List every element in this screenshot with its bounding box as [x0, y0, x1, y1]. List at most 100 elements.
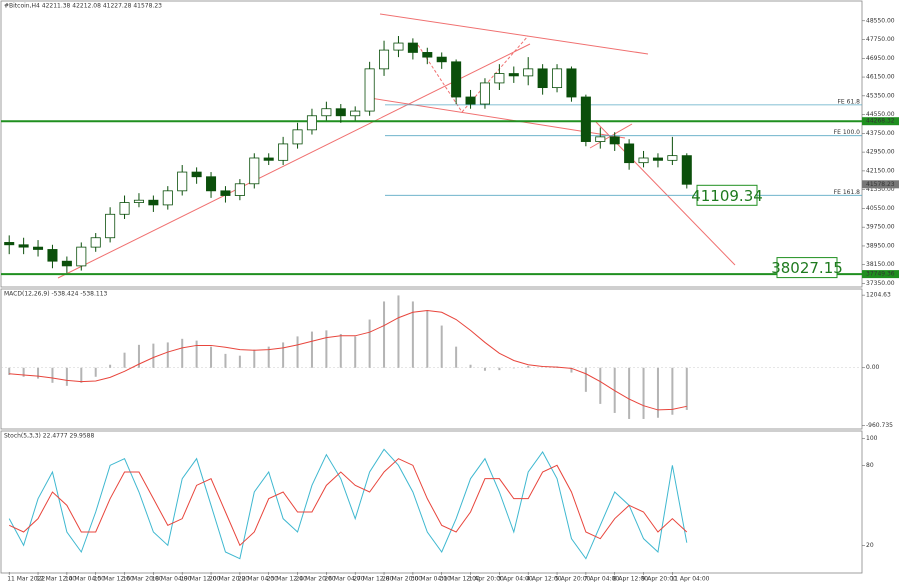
- candle-body: [292, 129, 303, 145]
- stoch-panel: [0, 430, 863, 574]
- macd-bar: [426, 310, 429, 368]
- macd-bar: [440, 325, 443, 368]
- candle-body: [119, 202, 130, 215]
- level-tag: [862, 270, 899, 279]
- y-tick-label: 45350.00: [866, 92, 895, 99]
- y-tick-label: 47750.00: [866, 36, 895, 43]
- y-tick-label: 38150.00: [866, 261, 895, 268]
- main-panel: [0, 0, 863, 288]
- candle-body: [335, 108, 346, 117]
- macd-bar: [22, 367, 25, 377]
- level-label: 44268.32: [866, 118, 895, 125]
- candle-body: [609, 136, 620, 145]
- macd-bar: [584, 367, 587, 392]
- candle-body: [364, 68, 375, 112]
- x-tick-label: 15 Mar 12:00: [94, 576, 134, 583]
- y-tick-label: 44550.00: [866, 111, 895, 118]
- macd-bar: [238, 355, 241, 368]
- candle-body: [47, 249, 58, 262]
- macd-bar: [411, 301, 414, 368]
- level-tag: [862, 117, 899, 126]
- y-tick-label: 46950.00: [866, 55, 895, 62]
- candle-body: [494, 73, 505, 84]
- candle-body: [595, 136, 606, 142]
- candle-body: [465, 96, 476, 105]
- macd-bar: [628, 367, 631, 419]
- indicator-line: [9, 309, 687, 411]
- macd-bar: [37, 367, 40, 379]
- candle-body: [90, 237, 101, 248]
- trendline: [417, 44, 463, 113]
- macd-bar: [685, 367, 688, 410]
- candle-body: [76, 246, 87, 267]
- macd-bar: [671, 367, 674, 415]
- macd-bar: [166, 342, 169, 368]
- macd-bar: [527, 365, 530, 368]
- macd-bar: [296, 336, 299, 368]
- x-tick-label: 3 Apr 04:00: [497, 576, 532, 583]
- x-tick-label: 22 Mar 04:00: [238, 576, 278, 583]
- x-tick-label: 7 Apr 04:00: [584, 576, 619, 583]
- candle-body: [422, 52, 433, 58]
- candle-body: [321, 108, 332, 117]
- x-tick-label: 24 Mar 20:00: [296, 576, 336, 583]
- y-tick-label: 1204.63: [866, 292, 891, 299]
- y-tick-label: 38950.00: [866, 242, 895, 249]
- x-tick-label: 14 Mar 04:00: [65, 576, 105, 583]
- y-tick-label: 41350.00: [866, 186, 895, 193]
- indicator-line: [8, 458, 688, 547]
- macd-panel: [0, 288, 863, 430]
- macd-bar: [80, 367, 83, 383]
- y-tick-label: 20: [866, 542, 874, 549]
- macd-bar: [123, 352, 126, 368]
- indicator-line: [8, 448, 688, 560]
- x-tick-label: 19 Mar 12:00: [180, 576, 220, 583]
- macd-bar: [109, 364, 112, 368]
- candle-body: [451, 61, 462, 98]
- candle-body: [681, 155, 692, 185]
- target-label: 41109.34: [691, 187, 763, 205]
- macd-bar: [181, 338, 184, 368]
- x-tick-label: 12 Mar 12:00: [36, 576, 76, 583]
- candle-body: [667, 155, 678, 161]
- trendline: [595, 121, 736, 266]
- x-tick-label: 16 Mar 20:00: [123, 576, 163, 583]
- x-tick-label: 30 Mar 04:00: [411, 576, 451, 583]
- candle-body: [278, 143, 289, 161]
- macd-bar: [570, 367, 573, 373]
- x-tick-label: 20 Mar 20:00: [209, 576, 249, 583]
- panel-frames: [0, 0, 863, 574]
- candle-body: [552, 68, 563, 89]
- level-label: 37749.36: [866, 271, 895, 278]
- macd-bar: [498, 367, 501, 371]
- candle-body: [652, 157, 663, 161]
- candle-body: [508, 73, 519, 77]
- target-label: 38027.15: [771, 259, 843, 277]
- macd-bar: [656, 367, 659, 418]
- macd-bar: [8, 367, 11, 375]
- x-tick-label: 31 Mar 12:00: [440, 576, 480, 583]
- target-box: [696, 184, 758, 206]
- y-tick-label: 0.00: [866, 364, 880, 371]
- y-tick-label: 43750.00: [866, 130, 895, 137]
- macd-bar: [253, 349, 256, 368]
- x-tick-label: 11 Apr 04:00: [670, 576, 709, 583]
- candle-body: [220, 190, 231, 196]
- x-tick-label: 26 Mar 04:00: [324, 576, 364, 583]
- macd-bar: [512, 367, 515, 369]
- y-tick-label: 80: [866, 462, 874, 469]
- candle-body: [393, 42, 404, 51]
- candle-body: [624, 143, 635, 164]
- macd-bar: [368, 319, 371, 368]
- fib-label: FE 100.0: [834, 129, 861, 136]
- y-tick-label: 42950.00: [866, 149, 895, 156]
- y-tick-label: 37350.00: [866, 280, 895, 287]
- macd-bar: [383, 301, 386, 368]
- candle-body: [306, 115, 317, 131]
- candle-body: [105, 213, 116, 239]
- y-tick-label: 42150.00: [866, 167, 895, 174]
- macd-bar: [267, 346, 270, 368]
- target-box: [776, 257, 838, 279]
- candle-body: [18, 244, 29, 248]
